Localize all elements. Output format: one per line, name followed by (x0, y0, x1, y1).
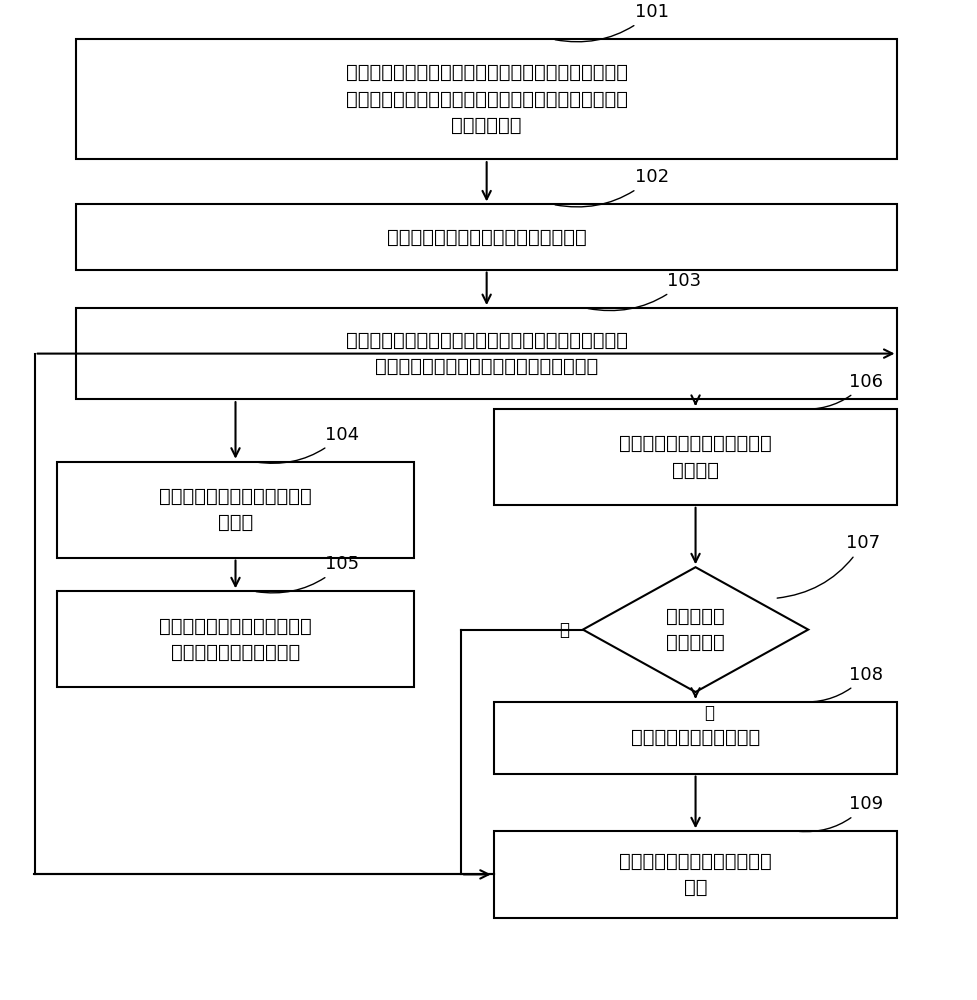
Text: 109: 109 (798, 795, 882, 832)
Text: 是: 是 (703, 704, 714, 722)
Bar (76, 204, 897, 270)
Text: 确定关键控件的触摸有效，并
执行关键控件对应的操作: 确定关键控件的触摸有效，并 执行关键控件对应的操作 (159, 616, 312, 662)
Bar (76, 308, 897, 399)
Text: 检测触摸屏
是否被释放: 检测触摸屏 是否被释放 (665, 607, 724, 652)
Text: 103: 103 (587, 272, 701, 311)
Bar (493, 831, 897, 918)
Text: 当检测到电子设备上设置的关键控件被触摸时，获取所
述电子设备触摸屏上的每个触摸点，以及每个触摸点形
成的触摸轨迹: 当检测到电子设备上设置的关键控件被触摸时，获取所 述电子设备触摸屏上的每个触摸点… (345, 63, 627, 135)
Bar (493, 702, 897, 774)
Text: 将每获取的一个触摸点作为当前触摸点: 将每获取的一个触摸点作为当前触摸点 (386, 227, 586, 246)
Text: 107: 107 (777, 534, 879, 598)
Bar (76, 39, 897, 159)
Text: 若是，确定当前触摸轨迹为回
溯轨迹: 若是，确定当前触摸轨迹为回 溯轨迹 (159, 487, 312, 532)
Text: 确定关键控件的触摸无效: 确定关键控件的触摸无效 (630, 728, 759, 747)
Bar (493, 409, 897, 505)
Text: 否: 否 (558, 621, 569, 639)
Bar (57, 591, 413, 687)
Text: 104: 104 (256, 426, 359, 463)
Text: 若否，确定当前触摸轨迹不为
回溯轨迹: 若否，确定当前触摸轨迹不为 回溯轨迹 (618, 434, 771, 480)
Text: 102: 102 (555, 168, 668, 207)
Text: 获取下一个触摸点作为当前触
摸点: 获取下一个触摸点作为当前触 摸点 (618, 852, 771, 897)
Text: 检测当前触摸点是否与当前触摸点形成的当前触摸轨迹
中的，除所述当前触摸点之外的某一点重合: 检测当前触摸点是否与当前触摸点形成的当前触摸轨迹 中的，除所述当前触摸点之外的某… (345, 331, 627, 376)
Text: 108: 108 (798, 666, 882, 702)
Bar (57, 462, 413, 558)
Text: 106: 106 (798, 373, 882, 409)
Text: 105: 105 (256, 555, 359, 593)
Text: 101: 101 (555, 3, 668, 42)
Polygon shape (582, 567, 807, 692)
